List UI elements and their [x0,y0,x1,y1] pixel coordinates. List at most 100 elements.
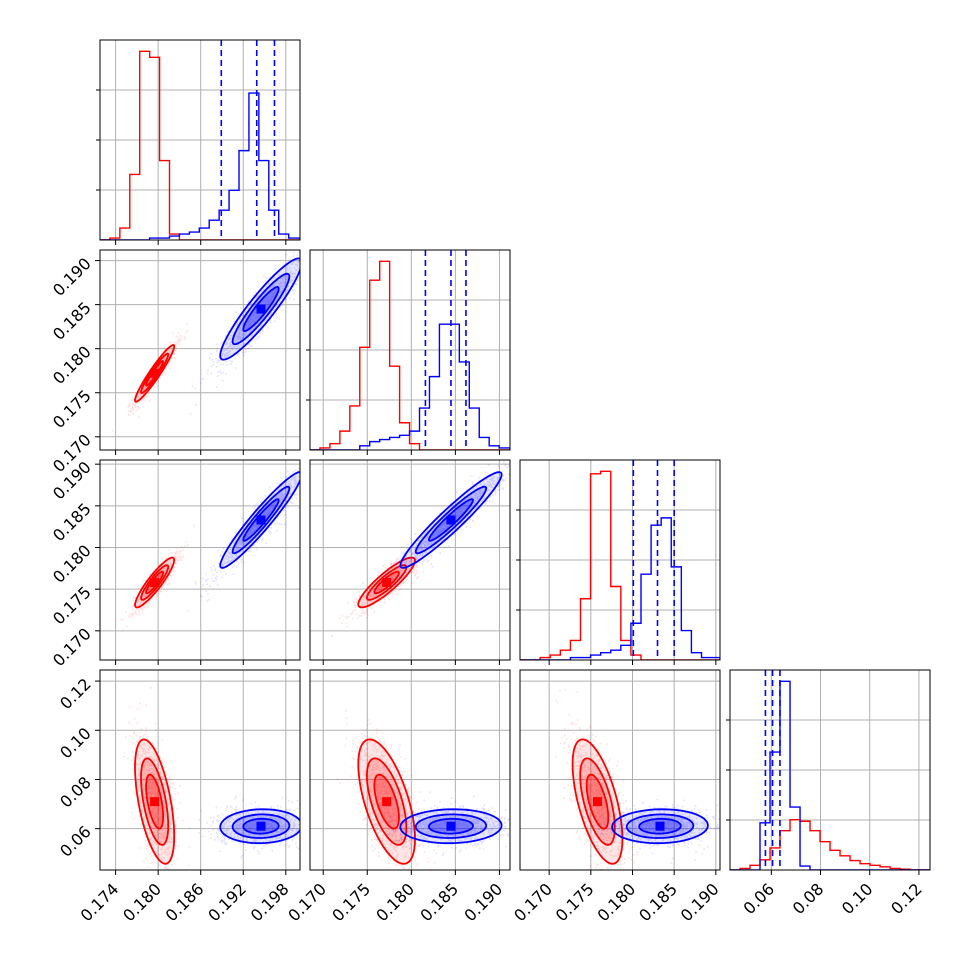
blue-contour [414,485,488,555]
blue-peak [446,515,456,525]
red-contour [365,757,408,846]
blue-scatter-path [189,251,300,415]
x-tick-label: 0.170 [284,879,330,925]
blue-contour [427,498,474,542]
x-tick-label: 0.174 [77,879,123,925]
blue-scatter-path [363,791,510,856]
blue-contour [427,817,474,835]
x-tick-label: 0.10 [838,879,877,918]
scatter-panel-4-1: 0.06 0.08 0.10 0.12 [56,669,301,875]
blue-contour [399,808,503,845]
x-tick-label: 0.12 [887,879,926,918]
blue-contour [219,471,300,569]
y-tick-label: 0.180 [49,342,95,388]
red-contour [365,564,408,601]
x-tick-label: 0.185 [416,879,462,925]
blue-contour [231,485,291,555]
blue-contour [219,808,300,845]
blue-contour [242,498,280,542]
x-tick-label: 0.08 [789,879,828,918]
blue-contour [625,813,695,839]
red-peak [150,578,160,587]
x-tick-label: 0.180 [593,879,639,925]
x-tick-label: 0.198 [247,879,293,925]
panel-frame [99,669,301,871]
panel-frame [99,459,301,661]
y-tick-label: 0.08 [56,773,95,812]
red-contour [373,570,400,595]
y-tick-label: 0.190 [49,254,95,300]
y-tick-label: 0.175 [49,386,95,432]
red-scatter-path [122,687,191,870]
x-tick-label: 0.192 [204,879,250,925]
panel-content [100,250,300,450]
red-contour [140,352,170,395]
y-tick-label: 0.180 [49,541,95,587]
red-contour [134,738,176,865]
panel-content [730,670,930,870]
blue-peak [446,821,456,831]
blue-peak [256,515,266,525]
panel-content [100,670,300,870]
red-contour [579,757,616,846]
histogram-panel-4 [726,669,931,875]
red-histogram [100,50,300,240]
red-scatter-points [122,687,191,870]
x-tick-label: 0.175 [328,879,374,925]
panel-frame [99,249,301,451]
panel-frame [309,459,511,661]
blue-histogram [520,517,720,660]
red-contour [134,556,176,609]
blue-contour [242,286,280,333]
histogram-panel-2 [306,249,511,455]
panel-frame [519,459,721,661]
red-contour [357,738,416,865]
blue-contour [242,817,280,835]
x-tick-label: 0.06 [740,879,779,918]
panel-frame [729,669,931,871]
blue-contour [414,813,488,839]
panel-frame [519,669,721,871]
y-tick-label: 0.12 [56,674,95,713]
y-tick-label: 0.185 [49,298,95,344]
blue-scatter-points [582,798,720,865]
blue-scatter-points [189,251,300,415]
x-tick-label: 0.180 [119,879,165,925]
blue-histogram [730,680,930,870]
panel-content [520,460,720,660]
panels: 0.1700.1750.1800.1850.1900.1700.1750.180… [49,39,931,875]
x-tick-label: 0.186 [162,879,208,925]
y-tick-label: 0.06 [56,822,95,861]
red-contour [134,344,176,403]
y-tick-label: 0.185 [49,499,95,545]
blue-contour [231,272,291,346]
blue-contour [219,257,300,361]
blue-histogram [310,323,510,450]
histogram-panel-1 [96,39,301,245]
panel-content [100,460,300,660]
red-contour [145,773,164,830]
red-peak [382,578,392,587]
red-contour [585,773,610,830]
red-contour [140,564,170,601]
x-tick-label: 0.185 [635,879,681,925]
blue-contour [231,813,291,839]
panel-frame [309,249,511,451]
y-tick-label: 0.170 [49,624,95,670]
blue-contour [638,817,682,835]
red-contour [140,757,170,846]
y-tick-label: 0.175 [49,583,95,629]
red-scatter-points [336,710,436,870]
panel-content [310,460,510,660]
blue-contour [611,808,709,845]
blue-histogram [100,92,300,240]
red-scatter-path [336,710,436,870]
x-tick-label: 0.190 [677,879,723,925]
x-tick-label: 0.180 [372,879,418,925]
scatter-panel-4-2 [309,669,511,875]
blue-peak [256,821,266,831]
red-contour [373,773,400,830]
